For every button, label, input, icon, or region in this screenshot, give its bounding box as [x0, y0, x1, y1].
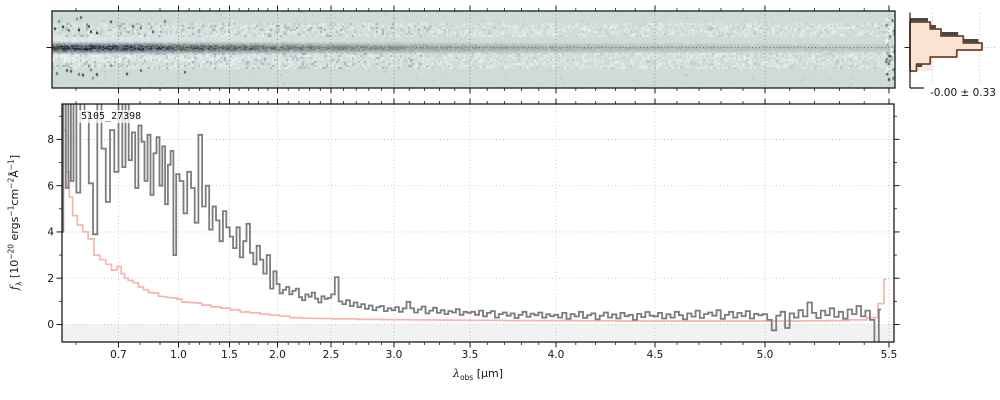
x-tick-label: 5.0 — [757, 349, 774, 361]
y-tick-label: 2 — [47, 273, 54, 285]
error-spectrum-line — [62, 104, 887, 322]
y-tick-label: 8 — [47, 134, 54, 146]
x-tick-label: 2.5 — [323, 349, 340, 361]
below-zero-band — [62, 324, 894, 342]
histogram-panel — [904, 12, 996, 89]
spectrum-series — [62, 104, 887, 342]
main-axes-border — [61, 103, 895, 343]
x-tick-label: 2.0 — [269, 349, 286, 361]
x-tick-label: 0.7 — [110, 349, 127, 361]
flux-symbol: f — [8, 286, 22, 291]
object-id-label: 5105_27398 — [78, 110, 145, 123]
x-tick-label: 5.5 — [881, 349, 898, 361]
x-tick-label: 3.5 — [462, 349, 479, 361]
tick-labels: 0.7 1.0 1.5 2.0 2.5 3.0 3.5 4.0 4.5 5.0 5.5 0 2 4 6 8 — [47, 134, 897, 361]
flux-spectrum-line — [62, 104, 882, 342]
x-tick-label: 4.0 — [548, 349, 565, 361]
pixel-histogram-pink — [909, 21, 983, 72]
x-tick-label: 1.0 — [170, 349, 187, 361]
spectrum-2d-image — [52, 11, 895, 88]
x-axis-title: λobs [μm] — [403, 367, 553, 382]
residual-stats-annotation: -0.00 ± 0.33 — [924, 86, 996, 100]
y-tick-label: 0 — [47, 319, 54, 331]
y-axis-title: fλ [10−20 ergs−1cm−2Å−1] — [6, 154, 24, 291]
x-tick-label: 3.0 — [386, 349, 403, 361]
lambda-subscript: obs — [459, 373, 474, 383]
2d-panel-border — [51, 10, 896, 89]
flux-subscript: λ — [14, 281, 24, 287]
y-tick-label: 6 — [47, 180, 54, 192]
x-axis-unit: [μm] — [473, 367, 504, 380]
y-tick-label: 4 — [47, 227, 54, 239]
x-tick-label: 4.5 — [647, 349, 664, 361]
x-tick-label: 1.5 — [221, 349, 238, 361]
2d-panel — [46, 5, 896, 94]
main-axes — [56, 98, 900, 348]
lambda-symbol: λ — [452, 367, 460, 380]
